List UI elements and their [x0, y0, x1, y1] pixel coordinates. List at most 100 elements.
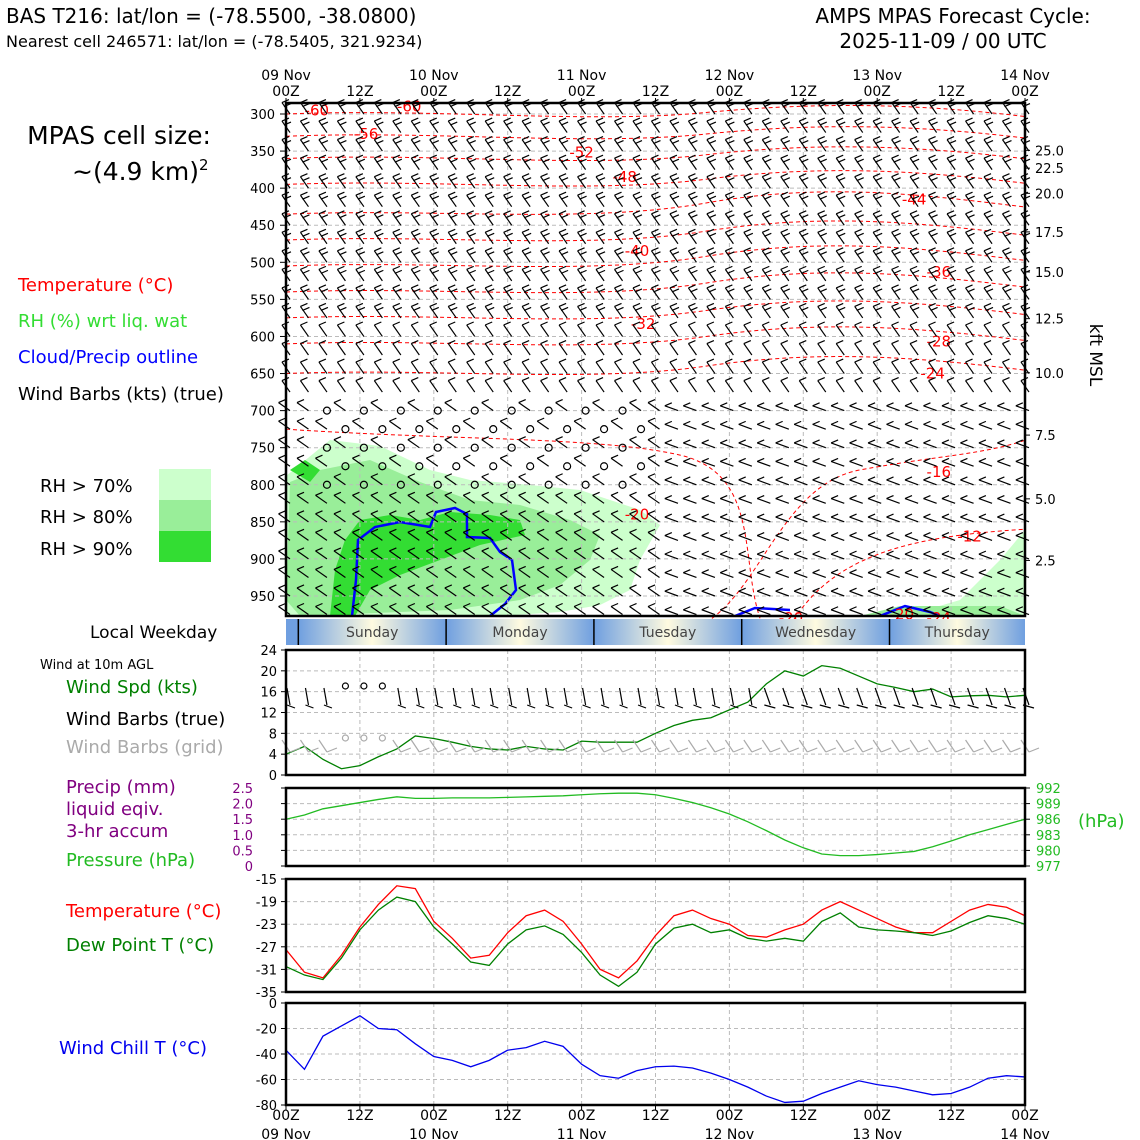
- wind-barb: [983, 339, 993, 356]
- wind-barb: [978, 513, 993, 523]
- wind-barb-flag: [278, 547, 286, 552]
- wind-barb-shaft: [817, 213, 827, 226]
- wind-barb-flag: [762, 136, 770, 141]
- wind-barb-flag: [830, 476, 839, 481]
- wind-barb-flag: [985, 232, 994, 237]
- wind-barb-shaft: [849, 535, 863, 541]
- wind-barb-shaft: [650, 231, 660, 245]
- wind-barb-flag: [597, 140, 606, 145]
- wind-barb-flag: [629, 602, 637, 608]
- wind-barb-shaft: [854, 194, 864, 208]
- wind-barb: [296, 510, 309, 523]
- wind-barb-shaft: [392, 102, 402, 115]
- wind-barb-shaft: [577, 213, 587, 226]
- wind-barb-shaft: [425, 494, 439, 504]
- wind-barb-flag: [1015, 402, 1024, 407]
- wind-barb: [683, 606, 697, 616]
- wind-barb-shaft: [499, 420, 513, 430]
- wind-barb-shaft: [946, 361, 956, 374]
- wind-barb: [318, 247, 329, 263]
- dewpoint-line: [285, 896, 1026, 988]
- title-left: BAS T216: lat/lon = (-78.5500, -38.0800): [6, 4, 416, 28]
- wind-barb-shaft: [904, 405, 919, 412]
- wind-barb-flag: [856, 195, 864, 200]
- wind-barb-grid: [835, 739, 845, 753]
- wind-barb: [540, 191, 550, 208]
- wind-barb-shaft: [299, 120, 309, 133]
- wind-barb-shaft: [484, 250, 494, 263]
- wind-barb: [743, 284, 754, 300]
- wind-barb-flag: [647, 399, 656, 404]
- wind-barb: [299, 154, 310, 170]
- wind-barb: [429, 321, 439, 337]
- wind-barb: [909, 302, 920, 319]
- wind-barb: [392, 302, 403, 319]
- wind-barb-flag: [374, 339, 382, 345]
- wind-barb-flag: [830, 494, 839, 500]
- wind-barb-shaft: [429, 213, 439, 226]
- wind-barb: [447, 321, 457, 337]
- wind-barb-flag: [819, 195, 827, 200]
- wind-barb-shaft: [503, 361, 513, 374]
- pressure-tick-label: 900: [250, 553, 275, 568]
- wind-barb-shaft: [817, 120, 827, 133]
- wind-barb-flag: [854, 321, 862, 326]
- wind-barb-flag: [983, 302, 992, 308]
- wind-barb-shaft: [352, 420, 365, 430]
- wind-barb-shaft: [891, 250, 901, 263]
- wind-barb: [983, 284, 994, 300]
- wind-barb: [928, 377, 938, 393]
- wind-barb: [761, 358, 771, 374]
- wind-barb-shaft: [1015, 609, 1030, 616]
- wind-barb-shaft: [481, 550, 494, 560]
- wind-barb-flag: [909, 377, 918, 382]
- wind-barb-flag: [503, 339, 511, 345]
- wind-barb-shaft: [407, 402, 420, 412]
- wind-barb: [555, 436, 568, 449]
- wind-barb: [854, 377, 864, 393]
- wind-barb-flag: [392, 321, 401, 326]
- wind-barb-flag: [837, 158, 846, 163]
- wind-barb: [352, 602, 365, 616]
- wind-barb-shaft: [775, 460, 790, 467]
- wind-barb-shaft: [701, 442, 716, 449]
- wind-barb-shaft: [798, 380, 808, 393]
- wind-barb-flag: [558, 154, 567, 159]
- wind-barb: [410, 265, 421, 282]
- wind-barb-shaft: [775, 590, 790, 597]
- wind-barb-shaft: [946, 213, 956, 226]
- bottom-hour-label: 00Z: [420, 1108, 447, 1124]
- wind-barb-flag: [762, 210, 770, 215]
- wind-barb-flag: [463, 510, 471, 515]
- wind-barb-flag: [688, 117, 696, 122]
- wind-barb-shaft: [923, 405, 937, 412]
- wind-barb-shaft: [389, 568, 402, 578]
- wind-barb: [798, 210, 809, 226]
- wind-barb-flag: [392, 173, 401, 178]
- wind-barb-flag: [431, 140, 440, 145]
- wind-barb: [592, 491, 605, 504]
- wind-barb: [909, 247, 920, 263]
- precip-ytick-label: 0.5: [232, 844, 253, 859]
- wind-barb: [573, 491, 586, 504]
- wind-barb-shaft: [336, 139, 346, 152]
- wind-barb-shaft: [886, 423, 900, 430]
- wind-barb-grid: [558, 739, 568, 753]
- wind-barb-shaft: [447, 102, 457, 115]
- wind-barb-flag: [558, 321, 567, 326]
- wind-barb-shaft: [664, 423, 679, 430]
- wind-barb-shaft: [466, 361, 476, 374]
- wind-barb-shaft: [701, 423, 716, 430]
- wind-barb-shaft: [632, 306, 642, 319]
- wind-barb: [352, 528, 365, 541]
- wind-barb-shaft: [577, 231, 587, 245]
- wind-barb-flag: [941, 550, 950, 555]
- wind-barb-shaft: [318, 361, 328, 374]
- wind-barb-flag: [651, 117, 659, 122]
- wind-barb: [592, 436, 605, 449]
- wind-barb-flag: [708, 177, 717, 182]
- wind-barb-flag: [394, 121, 403, 126]
- wind-barb: [595, 117, 606, 133]
- wind-barb-shaft: [817, 157, 827, 170]
- wind-barb-flag: [339, 306, 347, 312]
